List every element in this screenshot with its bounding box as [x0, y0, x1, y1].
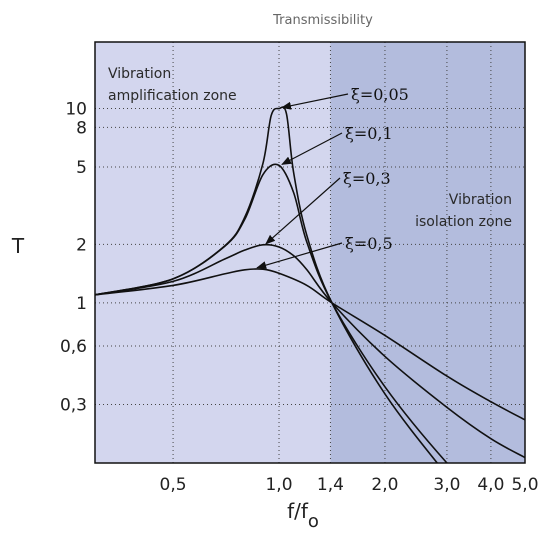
x-tick-label-0-5: 0,5	[160, 475, 187, 495]
y-tick-labels: 0,3 0,6 1 2 5 810	[60, 100, 87, 416]
zone-label-isolation-2: isolation zone	[415, 214, 512, 230]
y-tick-label-1: 1	[76, 294, 87, 314]
zone-amplification-band	[95, 42, 331, 463]
plot-frame	[94, 41, 526, 464]
x-axis-label-main: f/f	[287, 499, 309, 523]
series-layer	[95, 106, 525, 463]
x-tick-label-5-0: 5,0	[511, 475, 538, 495]
annotation-arrow-xi-0-05	[281, 93, 349, 110]
x-tick-label-1-0: 1,0	[265, 475, 292, 495]
annotation-arrow-xi-0-5	[256, 242, 343, 269]
annotation-arrow-xi-0-1	[281, 132, 343, 165]
y-axis-label: T	[11, 234, 25, 258]
y-tick-label-0-3: 0,3	[60, 395, 87, 415]
series-line-xi-0-3	[95, 243, 525, 459]
chart-title: Transmissibility	[272, 13, 373, 28]
x-axis-label-subscript: o	[308, 511, 319, 532]
y-tick-label-2: 2	[76, 235, 87, 255]
annotation-label-xi-0-05: ξ=0,05	[351, 85, 409, 104]
y-tick-label-5: 5	[76, 158, 87, 178]
zones-layer: Vibration amplification zone Vibration isol…	[95, 42, 525, 463]
annotation-label-xi-0-3: ξ=0,3	[343, 169, 391, 188]
y-tick-label-8: 8	[76, 118, 87, 138]
x-tick-labels: 0,5 1,0 1,4 2,0 3,0 4,0 5,0	[160, 475, 539, 495]
x-tick-label-1-4: 1,4	[317, 475, 344, 495]
x-tick-label-3-0: 3,0	[433, 475, 460, 495]
annotation-layer: ξ=0,05 ξ=0,1 ξ=0,3 ξ=0,5	[256, 85, 409, 269]
zone-label-amplification-2: amplification zone	[108, 88, 237, 104]
zone-label-amplification-1: Vibration	[108, 66, 171, 82]
zone-label-isolation-1: Vibration	[449, 192, 512, 208]
annotation-label-xi-0-5: ξ=0,5	[345, 234, 393, 253]
y-tick-label-0-6: 0,6	[60, 337, 87, 357]
x-axis-label: f/fo	[287, 499, 319, 532]
annotation-label-xi-0-1: ξ=0,1	[345, 124, 393, 143]
y-tick-label-10: 10	[65, 100, 87, 120]
series-line-xi-0-5	[95, 268, 525, 421]
series-line-xi-0-1	[95, 163, 449, 463]
x-tick-label-2-0: 2,0	[371, 475, 398, 495]
annotation-arrow-xi-0-3	[265, 177, 341, 245]
x-tick-label-4-0: 4,0	[477, 475, 504, 495]
